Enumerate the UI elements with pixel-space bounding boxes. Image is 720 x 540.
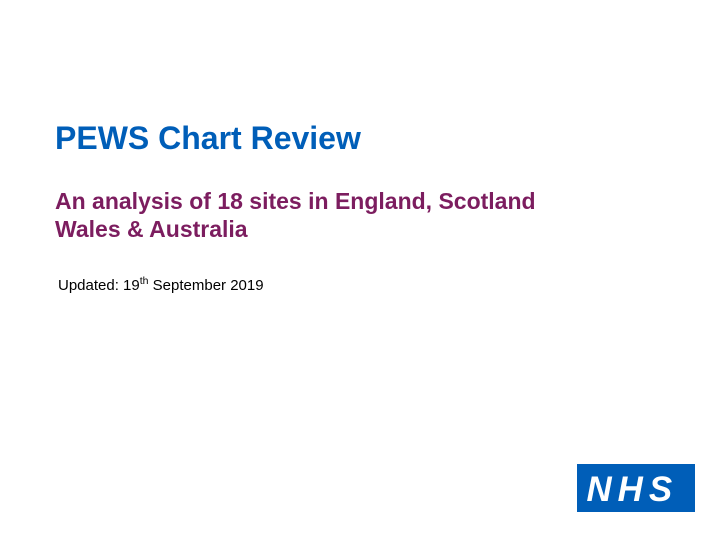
updated-date: Updated: 19th September 2019: [58, 275, 264, 294]
date-ordinal: th: [140, 275, 149, 287]
title-slide: PEWS Chart Review An analysis of 18 site…: [0, 0, 720, 540]
date-prefix: Updated: 19: [58, 277, 140, 294]
svg-text:H: H: [618, 470, 644, 509]
slide-subtitle: An analysis of 18 sites in England, Scot…: [55, 188, 536, 243]
nhs-logo-icon: N H S: [581, 466, 691, 510]
slide-title: PEWS Chart Review: [55, 120, 361, 157]
svg-text:N: N: [587, 470, 613, 509]
svg-text:S: S: [649, 470, 672, 509]
nhs-logo: N H S: [577, 464, 695, 512]
subtitle-line1: An analysis of 18 sites in England, Scot…: [55, 188, 536, 214]
date-suffix: September 2019: [149, 277, 264, 294]
subtitle-line2: Wales & Australia: [55, 216, 248, 242]
